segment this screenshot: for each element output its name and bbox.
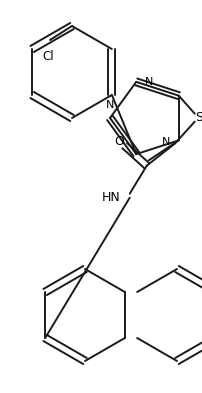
Text: N: N xyxy=(145,77,153,87)
Text: O: O xyxy=(113,135,123,148)
Text: N: N xyxy=(162,137,170,147)
Text: N: N xyxy=(105,100,114,110)
Text: S: S xyxy=(194,111,202,124)
Text: HN: HN xyxy=(101,191,120,204)
Text: Cl: Cl xyxy=(42,50,54,63)
